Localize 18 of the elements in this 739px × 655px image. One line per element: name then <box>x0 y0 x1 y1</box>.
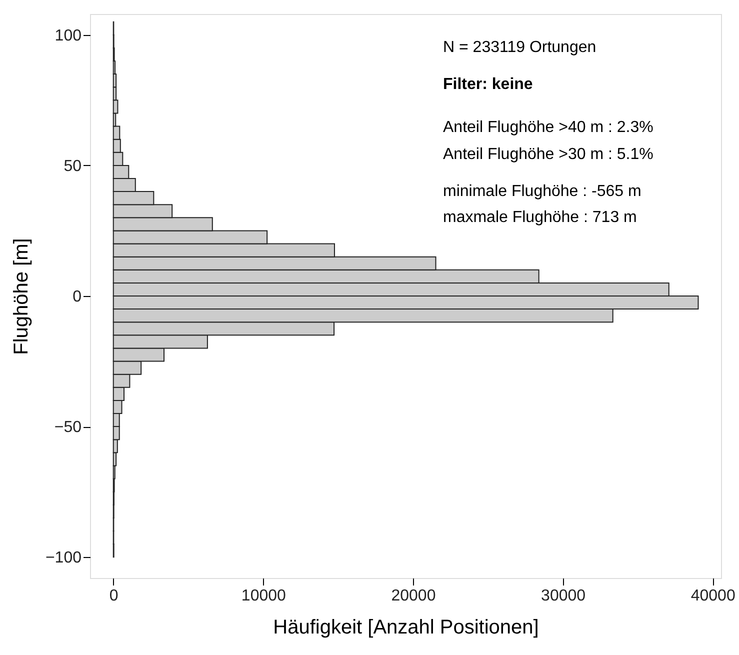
y-tick-label: 50 <box>64 158 82 175</box>
annotation: Anteil Flughöhe >40 m : 2.3% <box>443 119 654 136</box>
y-tick-label: −100 <box>45 550 82 567</box>
y-tick-label: 0 <box>72 288 82 306</box>
annotation: Filter: keine <box>443 76 533 93</box>
annotation: maxmale Flughöhe : 713 m <box>443 209 637 226</box>
x-tick-label: 40000 <box>690 588 736 604</box>
annotation: minimale Flughöhe : -565 m <box>443 183 642 200</box>
annotation: N = 233119 Ortungen <box>443 39 596 56</box>
x-tick-label: 0 <box>109 588 118 604</box>
y-tick-label: −50 <box>54 419 82 436</box>
x-tick-label: 10000 <box>241 588 286 604</box>
annotation: Anteil Flughöhe >30 m : 5.1% <box>443 146 654 163</box>
y-tick-label: 100 <box>54 27 82 44</box>
x-tick-label: 20000 <box>391 588 436 604</box>
y-axis-title: Flughöhe [m] <box>10 238 32 355</box>
x-axis-title: Häufigkeit [Anzahl Positionen] <box>273 616 539 638</box>
x-tick-label: 30000 <box>541 588 586 604</box>
